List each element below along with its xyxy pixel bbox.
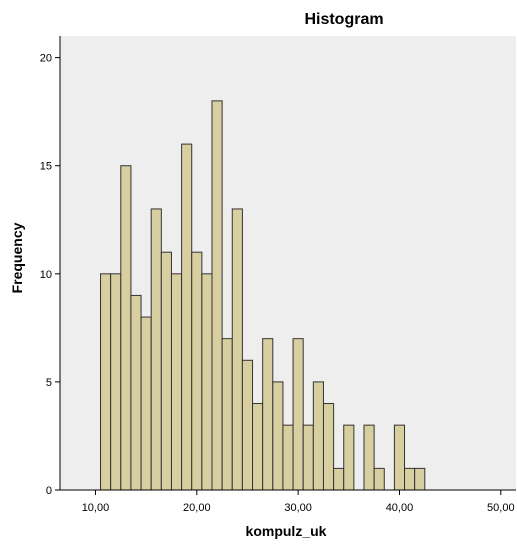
histogram-bar [302,424,314,491]
histogram-bar [170,273,183,491]
histogram-bar [201,273,213,491]
y-tick-label: 20 [40,53,52,65]
x-tick-label: 50,00 [487,502,515,514]
histogram-bar [191,251,203,491]
chart-title: Histogram [304,11,383,28]
x-ticks-group: 10,00 20,00 30,00 40,00 50,00 [82,490,515,514]
histogram-bar [120,165,132,491]
histogram-bar [130,294,142,491]
histogram-bar [181,143,193,491]
y-tick-label: 15 [40,161,52,173]
y-axis-label: Frequency [9,222,25,293]
histogram-bar [150,208,162,491]
histogram-bar [231,208,243,491]
x-tick-label: 20,00 [183,502,211,514]
histogram-bar [404,467,416,491]
histogram-bar [363,424,375,491]
x-axis-label: kompulz_uk [246,523,327,539]
histogram-bar [140,316,152,491]
histogram-bar [110,273,122,491]
x-tick-label: 40,00 [386,502,414,514]
histogram-bar [211,100,223,491]
histogram-bar [262,338,274,491]
histogram-bar [393,424,406,491]
histogram-bar [292,338,304,491]
histogram-bar [221,338,233,491]
histogram-bar [373,467,385,491]
histogram-bar [241,359,254,491]
y-tick-label: 5 [46,377,52,389]
histogram-bar [272,381,284,491]
histogram-bar [312,381,324,491]
histogram-bar [343,424,355,491]
histogram-bar [100,273,112,491]
y-tick-label: 0 [46,485,52,497]
histogram-bar [333,467,345,491]
y-tick-label: 10 [40,269,52,281]
y-ticks-group: 0 5 10 15 20 [40,53,60,497]
histogram-bar [322,403,335,491]
histogram-bar [414,467,426,491]
x-tick-label: 10,00 [82,502,110,514]
x-tick-label: 30,00 [284,502,312,514]
histogram-bar [252,403,264,491]
histogram-bar [160,251,172,491]
histogram-bar [282,424,294,491]
